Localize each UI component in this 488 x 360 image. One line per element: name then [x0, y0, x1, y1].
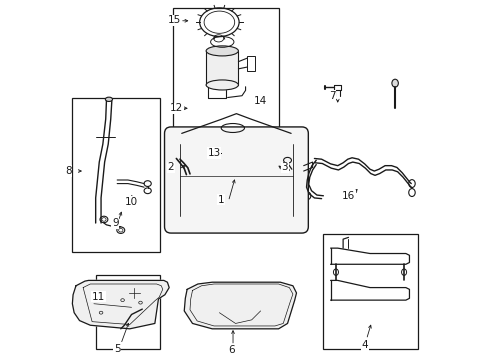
FancyBboxPatch shape — [164, 127, 308, 233]
Text: 2: 2 — [167, 162, 174, 172]
Text: 11: 11 — [91, 292, 104, 302]
Bar — [72, 98, 160, 252]
Text: 12: 12 — [169, 103, 183, 113]
Text: 15: 15 — [167, 15, 181, 26]
Ellipse shape — [391, 79, 398, 87]
Text: 1: 1 — [218, 195, 224, 205]
Bar — [96, 275, 160, 348]
Polygon shape — [72, 280, 169, 329]
Polygon shape — [184, 282, 296, 329]
Bar — [246, 56, 254, 71]
Text: 5: 5 — [114, 343, 120, 354]
Ellipse shape — [206, 46, 238, 56]
Text: 10: 10 — [125, 197, 138, 207]
Text: 3: 3 — [281, 162, 287, 172]
Bar — [323, 234, 418, 348]
Ellipse shape — [105, 97, 112, 102]
Bar — [206, 51, 238, 85]
Ellipse shape — [128, 289, 141, 297]
Text: 8: 8 — [64, 166, 71, 176]
Text: 13: 13 — [207, 148, 220, 158]
Ellipse shape — [206, 80, 238, 90]
Text: 16: 16 — [341, 191, 354, 201]
Text: 9: 9 — [112, 218, 119, 228]
Text: 4: 4 — [361, 340, 367, 350]
Bar — [172, 8, 278, 173]
Text: 7: 7 — [328, 91, 335, 101]
Text: 6: 6 — [228, 345, 235, 355]
Text: 14: 14 — [253, 96, 267, 106]
